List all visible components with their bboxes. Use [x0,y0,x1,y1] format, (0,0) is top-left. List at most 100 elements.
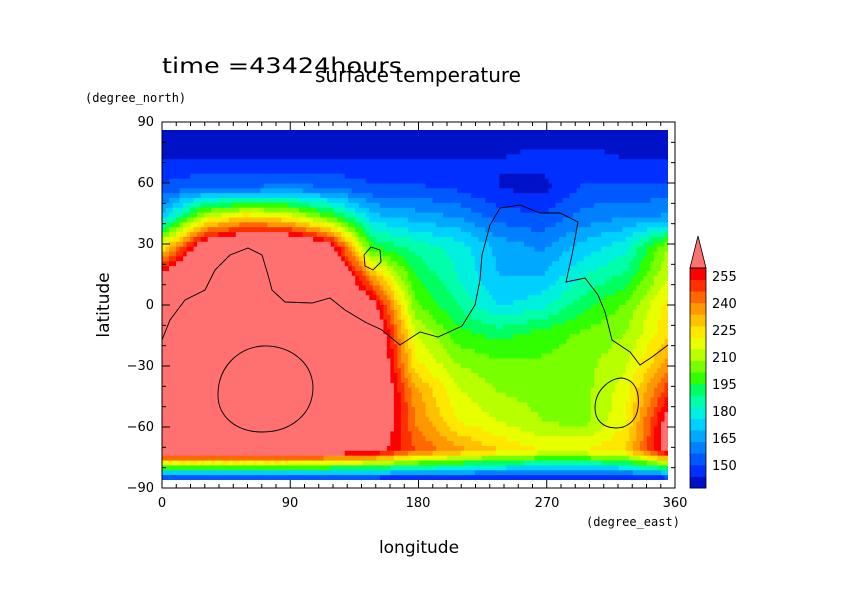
heatmap-cell [302,232,307,238]
heatmap-cell [530,202,536,209]
heatmap-cell [176,295,181,301]
heatmap-cell [615,217,620,223]
heatmap-cell [488,251,493,257]
heatmap-cell [355,178,360,185]
heatmap-cell [429,241,434,248]
heatmap-cell [453,217,458,223]
heatmap-cell [646,256,652,262]
heatmap-cell [169,188,174,194]
heatmap-cell [516,251,522,257]
heatmap-cell [228,198,233,204]
heatmap-cell [274,130,279,136]
heatmap-cell [443,183,448,189]
heatmap-cell [193,266,198,272]
heatmap-cell [611,251,616,257]
heatmap-cell [341,256,346,262]
heatmap-cell [618,266,623,272]
heatmap-cell [453,159,458,165]
heatmap-cell [439,188,444,194]
heatmap-cell [636,139,641,146]
heatmap-cell [309,164,314,170]
heatmap-cell [622,227,627,233]
heatmap-cell [545,207,550,214]
heatmap-cell [534,232,539,238]
heatmap-cell [246,193,251,199]
heatmap-cell [474,290,479,296]
heatmap-cell [545,168,550,175]
heatmap-cell [436,149,441,155]
heatmap-cell [383,241,388,248]
heatmap-cell [323,193,328,199]
heatmap-cell [267,134,272,141]
heatmap-cell [639,251,644,257]
heatmap-cell [576,266,581,272]
heatmap-cell [383,222,388,228]
heatmap-cell [657,241,662,248]
heatmap-cell [636,275,641,282]
heatmap-cell [337,188,342,194]
heatmap-cell [481,227,486,233]
heatmap-cell [636,154,641,160]
heatmap-cell [502,159,507,165]
heatmap-cell [214,290,219,296]
heatmap-cell [418,285,423,292]
heatmap-cell [643,198,648,204]
heatmap-cell [569,164,574,170]
heatmap-cell [443,144,448,151]
heatmap-cell [260,139,265,146]
heatmap-cell [228,290,233,296]
heatmap-cell [559,154,564,160]
heatmap-cell [590,149,595,155]
heatmap-cell [436,173,441,180]
heatmap-cell [653,202,659,209]
heatmap-cell [587,270,592,277]
heatmap-cell [376,139,381,146]
heatmap-cell [386,251,391,257]
heatmap-cell [516,222,522,228]
heatmap-cell [516,266,522,272]
heatmap-cell [573,198,578,204]
heatmap-cell [629,164,634,170]
heatmap-cell [225,222,230,228]
heatmap-cell [432,241,437,248]
heatmap-cell [211,227,216,233]
heatmap-cell [425,159,430,165]
heatmap-cell [527,178,532,185]
heatmap-cell [306,212,311,219]
heatmap-cell [316,178,321,185]
heatmap-cell [197,261,202,267]
heatmap-cell [404,266,409,272]
heatmap-cell [502,173,507,180]
heatmap-cell [190,154,195,160]
heatmap-cell [562,241,567,248]
heatmap-cell [488,139,493,146]
heatmap-cell [221,173,226,180]
heatmap-cell [425,183,430,189]
heatmap-cell [407,159,413,165]
heatmap-cell [404,275,409,282]
heatmap-cell [495,261,500,267]
heatmap-cell [411,212,416,219]
heatmap-cell [288,159,293,165]
heatmap-cell [218,227,223,233]
heatmap-cell [277,266,283,272]
heatmap-cell [583,280,588,287]
heatmap-cell [481,270,486,277]
heatmap-cell [573,159,578,165]
heatmap-cell [358,217,363,223]
heatmap-cell [446,188,451,194]
heatmap-cell [481,285,486,292]
heatmap-cell [523,241,529,248]
heatmap-cell [309,149,314,155]
heatmap-cell [552,241,557,248]
heatmap-cell [351,251,356,257]
heatmap-cell [460,295,465,301]
heatmap-cell [523,212,529,219]
heatmap-cell [193,168,198,175]
heatmap-cell [211,246,216,253]
heatmap-cell [207,275,212,282]
heatmap-cell [422,134,427,141]
heatmap-cell [341,290,346,296]
heatmap-cell [562,280,567,287]
